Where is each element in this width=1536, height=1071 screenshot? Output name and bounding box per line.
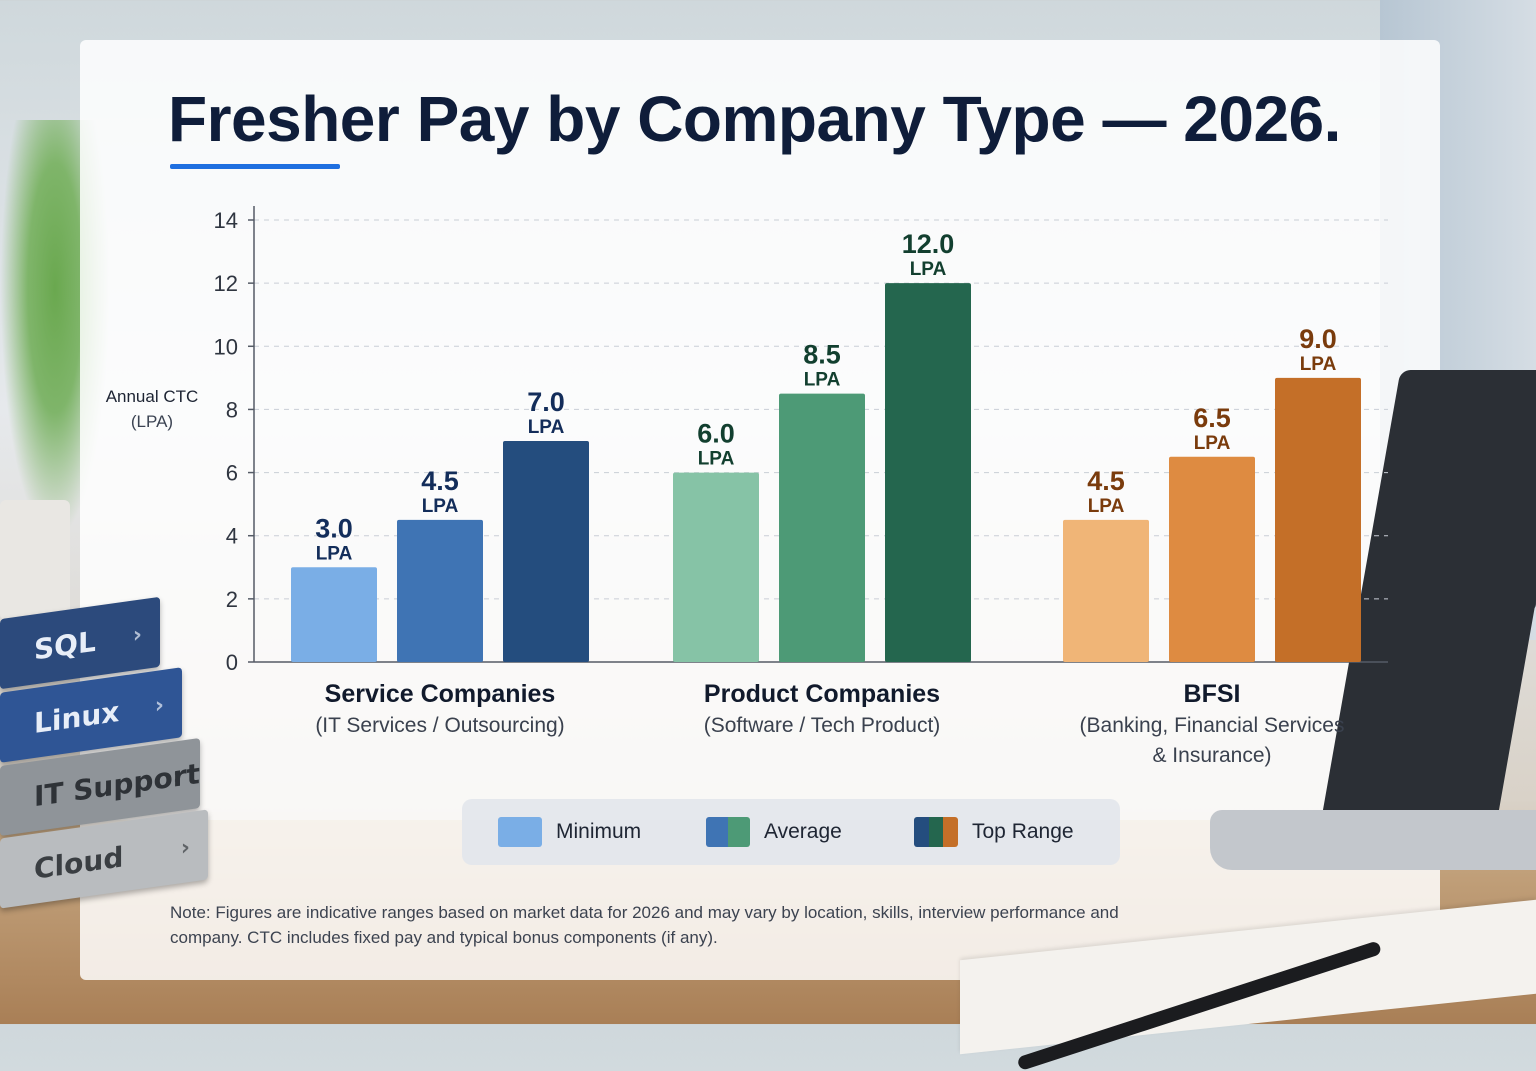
legend-item-top-range: Top Range (914, 817, 1074, 847)
y-tick-label: 6 (226, 461, 238, 486)
bar-unit-label: LPA (1194, 433, 1231, 454)
legend-item-minimum: Minimum (498, 817, 641, 847)
y-axis-label: Annual CTC (LPA) (92, 384, 212, 434)
y-tick-label: 8 (226, 397, 238, 422)
bar-top-range (503, 441, 589, 662)
bar-unit-label: LPA (698, 449, 735, 470)
bar-unit-label: LPA (422, 496, 459, 517)
bar-unit-label: LPA (1300, 354, 1337, 375)
y-axis-label-line2: (LPA) (130, 412, 174, 431)
bar-value-label: 6.5 (1193, 403, 1231, 433)
chart-legend: Minimum Average Top Range (462, 799, 1120, 865)
bar-value-label: 12.0 (902, 229, 955, 259)
bar-minimum (673, 472, 759, 662)
title-underline (170, 164, 340, 169)
background-laptop (1210, 370, 1536, 890)
category-sublabel: & Insurance) (1152, 744, 1271, 767)
legend-swatch-part (943, 817, 958, 847)
bar-top-range (1275, 377, 1361, 662)
y-tick-label: 10 (214, 334, 238, 359)
bar-value-label: 4.5 (1087, 466, 1125, 496)
legend-swatch-top-range (914, 817, 958, 847)
legend-swatch-part (728, 817, 750, 847)
category-label: Product Companies (704, 680, 940, 708)
legend-label: Top Range (972, 820, 1074, 843)
chart-title: Fresher Pay by Company Type — 2026. (168, 83, 1341, 155)
category-sublabel: (IT Services / Outsourcing) (315, 714, 564, 737)
bar-minimum (291, 567, 377, 662)
category-sublabel: (Software / Tech Product) (704, 714, 941, 737)
bar-value-label: 6.0 (697, 419, 735, 449)
category-sublabel: (Banking, Financial Services (1080, 714, 1345, 737)
y-tick-label: 0 (226, 650, 238, 675)
bar-value-label: 9.0 (1299, 324, 1337, 354)
legend-label: Average (764, 820, 842, 843)
bar-unit-label: LPA (316, 543, 353, 564)
laptop-base (1210, 810, 1536, 870)
bar-minimum (1063, 519, 1149, 662)
legend-swatch-part (928, 817, 944, 847)
bar-top-range (885, 283, 971, 662)
legend-label: Minimum (556, 820, 642, 843)
bar-value-label: 4.5 (421, 466, 459, 496)
legend-swatch-part (706, 817, 728, 847)
bar-value-label: 8.5 (803, 340, 841, 370)
legend-swatch-average (706, 817, 750, 847)
y-tick-label: 2 (226, 587, 238, 612)
bar-average (397, 519, 483, 662)
bar-value-label: 3.0 (315, 513, 353, 543)
legend-swatch-minimum (498, 817, 542, 847)
legend-swatch-part (914, 817, 929, 847)
y-tick-label: 4 (226, 524, 238, 549)
bar-value-label: 7.0 (527, 387, 565, 417)
category-label: Service Companies (325, 680, 556, 708)
bar-unit-label: LPA (804, 370, 841, 391)
category-label: BFSI (1184, 680, 1241, 708)
legend-item-average: Average (706, 817, 842, 847)
bar-unit-label: LPA (1088, 496, 1125, 517)
bar-average (1169, 456, 1255, 662)
y-tick-label: 12 (214, 271, 238, 296)
legend-swatch-part (498, 817, 542, 847)
bar-average (779, 393, 865, 662)
background-plant-pot (0, 500, 70, 620)
bar-unit-label: LPA (528, 417, 565, 438)
y-tick-label: 14 (214, 208, 238, 233)
y-axis-label-line1: Annual CTC (105, 387, 199, 406)
footnote: Note: Figures are indicative ranges base… (170, 903, 1119, 947)
bar-unit-label: LPA (910, 259, 947, 280)
